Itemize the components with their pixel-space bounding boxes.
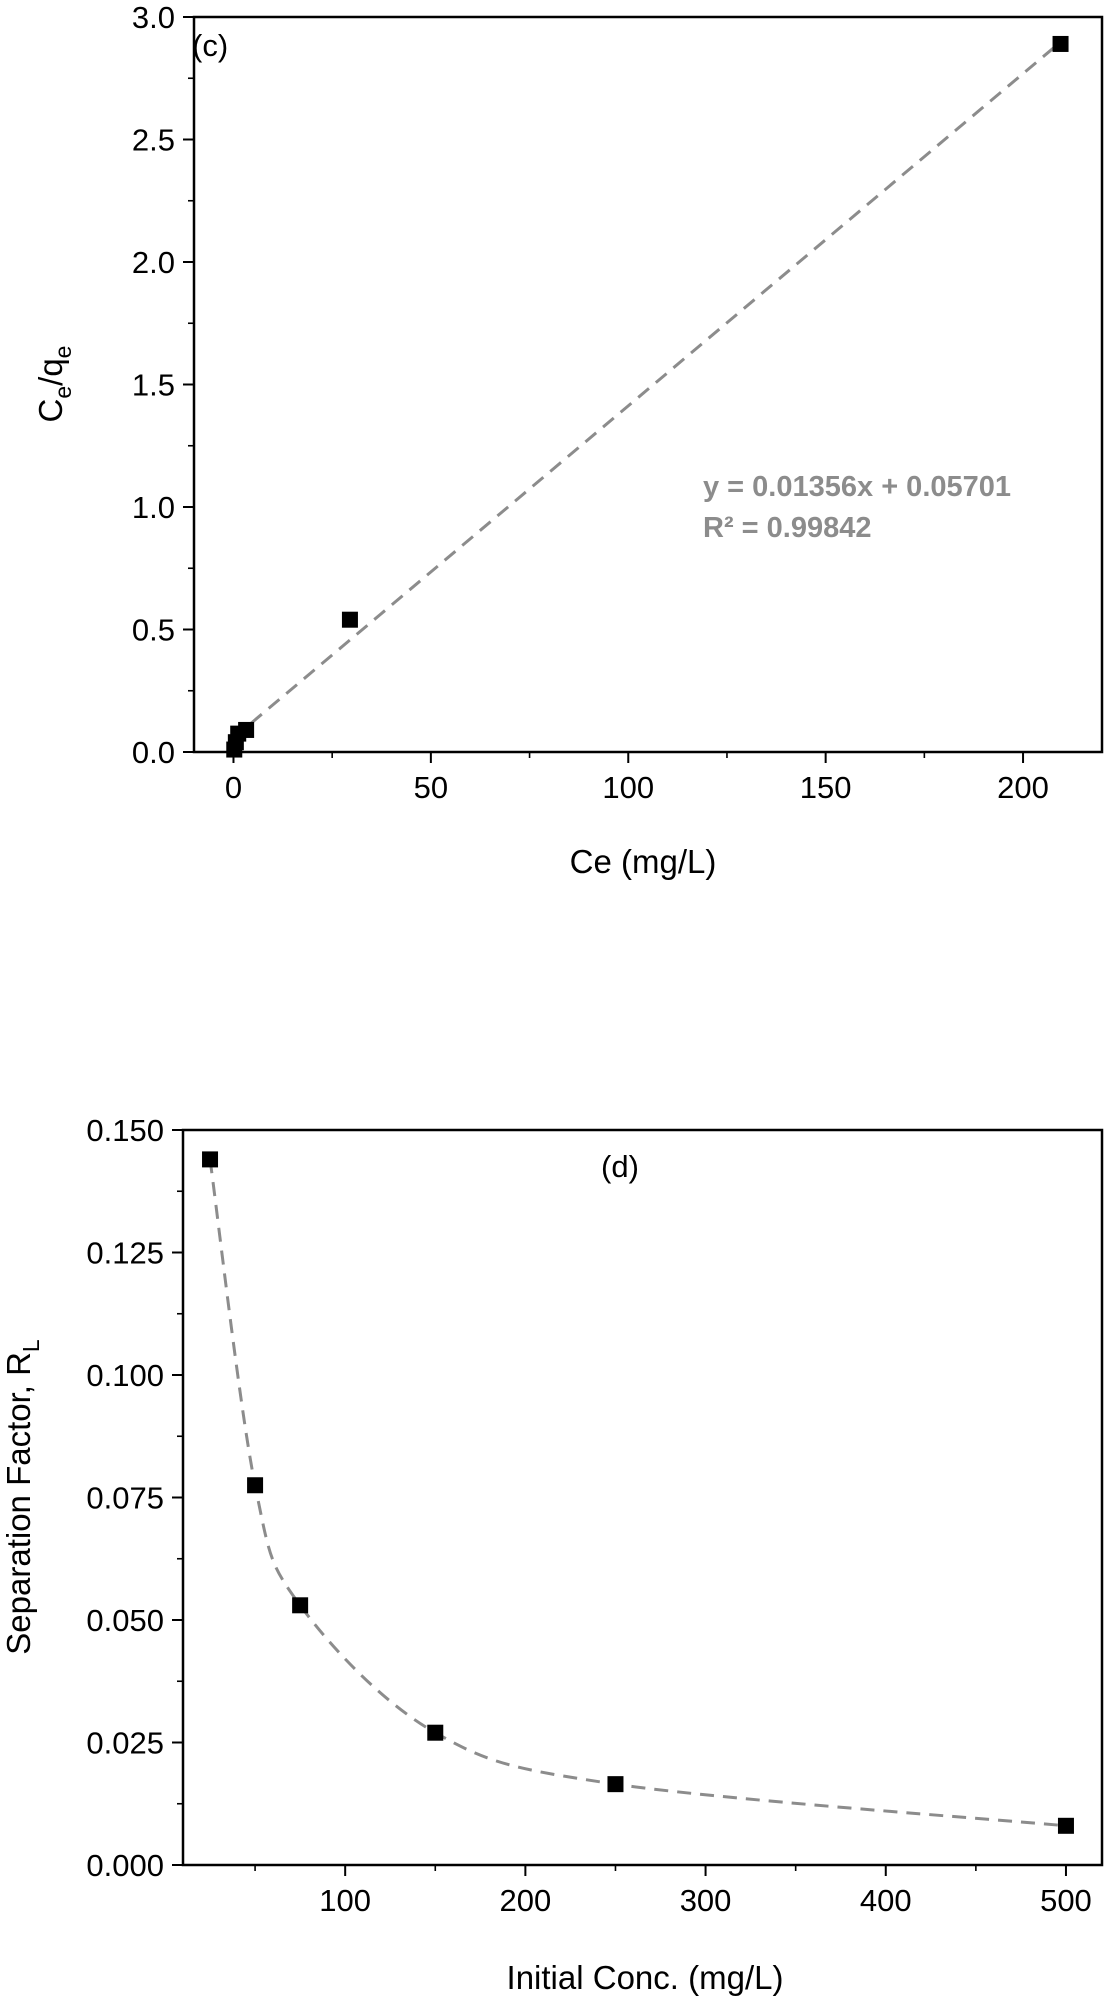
y-tick-label-d: 0.050	[86, 1603, 164, 1638]
y-tick-label-c: 1.5	[132, 368, 175, 403]
y-axis-title-c-main: C	[32, 399, 69, 423]
data-point-c	[238, 721, 255, 738]
x-tick-label-c: 100	[602, 770, 654, 805]
data-point-d	[247, 1477, 264, 1494]
y-axis-title-d-main: Separation Factor, R	[0, 1352, 37, 1655]
plot-frame-d	[181, 1128, 1104, 1867]
data-point-d	[427, 1724, 444, 1741]
y-tick-label-d: 0.125	[86, 1236, 164, 1271]
data-point-d	[202, 1151, 219, 1168]
y-tick-label-d: 0.150	[86, 1113, 164, 1148]
data-point-d	[292, 1597, 309, 1614]
fit-line-c	[232, 39, 1064, 740]
x-tick-label-c: 200	[997, 770, 1049, 805]
y-axis-title-c-mid: /q	[32, 358, 69, 386]
x-tick-label-c: 150	[800, 770, 852, 805]
data-point-d	[607, 1776, 624, 1793]
data-point-d	[1057, 1817, 1074, 1834]
x-tick-label-d: 100	[319, 1883, 371, 1918]
y-tick-label-d: 0.000	[86, 1848, 164, 1883]
y-tick-label-c: 2.5	[132, 123, 175, 158]
y-tick-label-c: 1.0	[132, 490, 175, 525]
y-tick-label-c: 0.0	[132, 735, 175, 770]
fit-r2-text: R² = 0.99842	[703, 512, 871, 544]
x-tick-label-d: 400	[860, 1883, 912, 1918]
fit-equation-text: y = 0.01356x + 0.05701	[703, 471, 1011, 503]
y-axis-title-d: Separation Factor, RL	[0, 1339, 44, 1655]
chart-panel-c: 0 50 100 150 200 0.0 0.5 1.0 1.5 2.0 2.5 3.0 (c) y …	[32, 0, 1104, 880]
data-point-c	[341, 611, 358, 628]
y-axis-title-c-sub2: e	[50, 346, 76, 359]
x-axis-title-c: Ce (mg/L)	[570, 843, 717, 880]
x-tick-label-d: 200	[500, 1883, 552, 1918]
panel-c-label: (c)	[192, 28, 228, 63]
y-tick-label-c: 2.0	[132, 245, 175, 280]
data-point-c	[1052, 35, 1069, 52]
y-tick-label-c: 3.0	[132, 0, 175, 35]
x-tick-label-d: 500	[1040, 1883, 1092, 1918]
chart-panel-d: 100 200 300 400 500 0.000 0.025 0.050 0.075 0.100…	[0, 1113, 1104, 1996]
series-line-d	[208, 1159, 1067, 1828]
x-axis-title-d: Initial Conc. (mg/L)	[507, 1959, 784, 1996]
y-axis-title-c-sub1: e	[50, 386, 76, 399]
y-axis-title-d-sub: L	[18, 1339, 44, 1352]
chart-d-marks: 100 200 300 400 500 0.000 0.025 0.050 0.075 0.100…	[86, 1113, 1104, 1918]
y-tick-label-c: 0.5	[132, 613, 175, 648]
y-tick-label-d: 0.100	[86, 1358, 164, 1393]
y-axis-title-c: Ce/qe	[32, 346, 76, 423]
plot-frame-c	[192, 15, 1104, 754]
y-tick-label-d: 0.075	[86, 1481, 164, 1516]
panel-d-label: (d)	[601, 1149, 639, 1184]
x-tick-label-d: 300	[680, 1883, 732, 1918]
x-tick-label-c: 0	[225, 770, 242, 805]
y-tick-label-d: 0.025	[86, 1726, 164, 1761]
chart-c-marks: 0 50 100 150 200 0.0 0.5 1.0 1.5 2.0 2.5 3.0	[132, 0, 1104, 805]
x-tick-label-c: 50	[414, 770, 448, 805]
